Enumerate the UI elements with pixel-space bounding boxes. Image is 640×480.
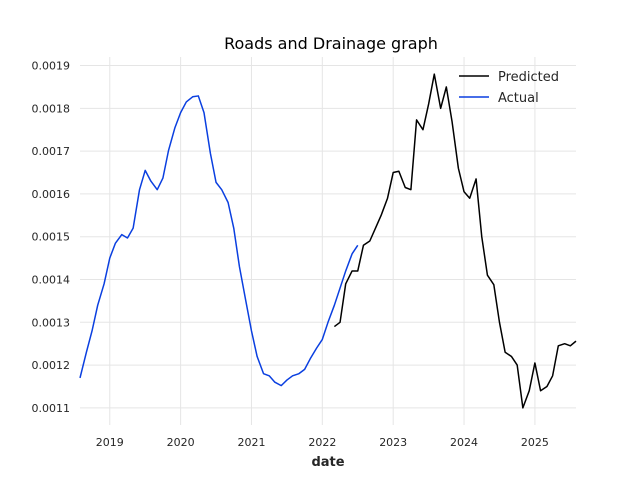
x-gridlines xyxy=(109,57,536,425)
x-tick-label: 2024 xyxy=(450,436,478,449)
x-axis-label: date xyxy=(311,455,344,470)
y-tick-label: 0.0018 xyxy=(32,102,71,115)
y-tick-label: 0.0015 xyxy=(32,231,71,244)
y-tick-label: 0.0019 xyxy=(32,60,71,73)
series-line-predicted xyxy=(333,73,577,409)
x-tick-label: 2021 xyxy=(237,436,265,449)
series-line-actual xyxy=(79,95,359,387)
y-tick-label: 0.0014 xyxy=(32,274,71,287)
y-tick-labels: 0.0011 0.0012 0.0013 0.0014 0.0015 0.0016 0.00… xyxy=(32,60,71,415)
x-tick-label: 2019 xyxy=(96,436,124,449)
y-gridlines xyxy=(80,65,576,409)
legend-label-predicted: Predicted xyxy=(498,70,559,85)
x-tick-label: 2025 xyxy=(521,436,549,449)
x-tick-label: 2020 xyxy=(167,436,195,449)
y-tick-label: 0.0017 xyxy=(32,145,71,158)
chart-title: Roads and Drainage graph xyxy=(224,34,438,53)
series-layer xyxy=(79,73,577,409)
y-tick-label: 0.0016 xyxy=(32,188,71,201)
y-tick-label: 0.0013 xyxy=(32,316,71,329)
legend: Predicted Actual xyxy=(459,70,559,106)
x-tick-label: 2022 xyxy=(308,436,336,449)
x-tick-label: 2023 xyxy=(379,436,407,449)
x-tick-labels: 2019 2020 2021 2022 2023 2024 2025 xyxy=(96,436,549,449)
y-tick-label: 0.0012 xyxy=(32,359,71,372)
y-tick-label: 0.0011 xyxy=(32,402,71,415)
legend-label-actual: Actual xyxy=(498,91,539,106)
